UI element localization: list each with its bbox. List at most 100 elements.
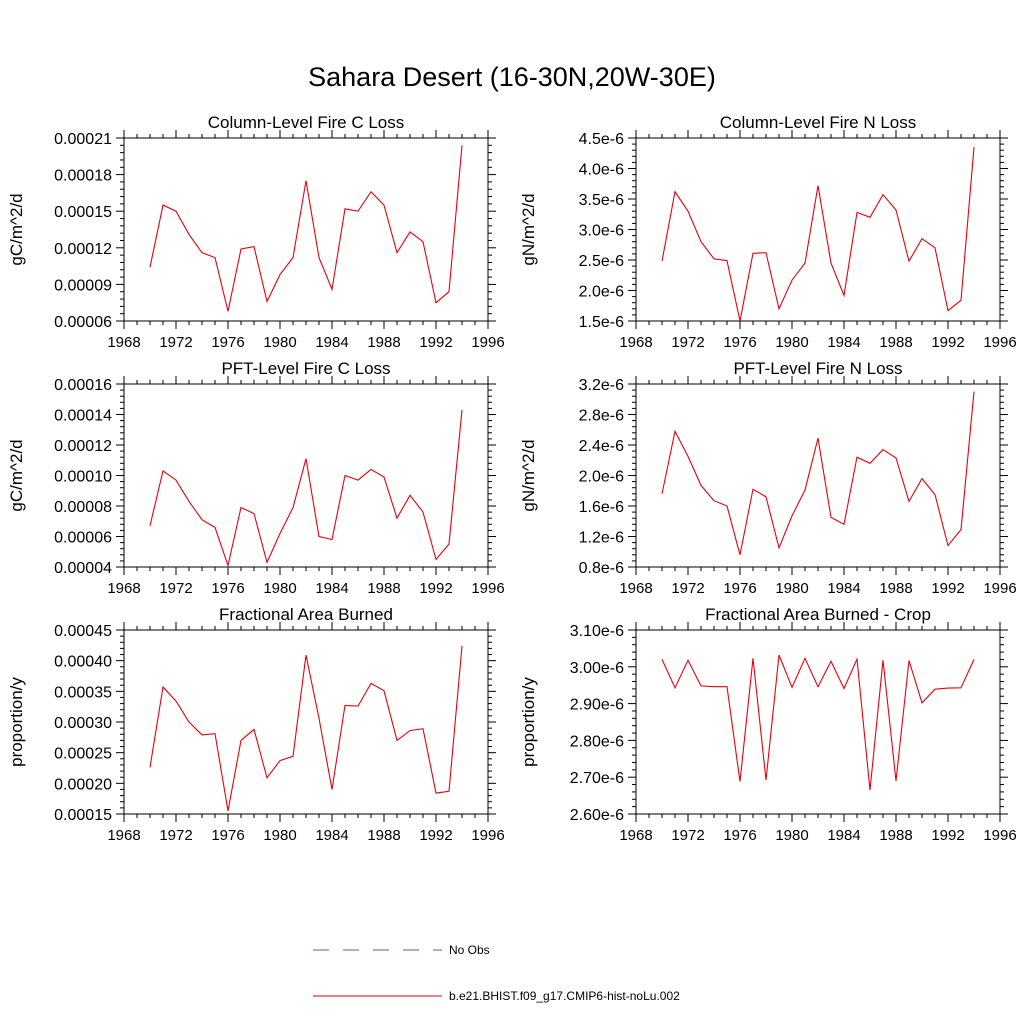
y-axis-label: gC/m^2/d [7, 193, 26, 265]
panel-title: PFT-Level Fire N Loss [733, 359, 902, 378]
y-tick-label: 0.00045 [54, 623, 112, 640]
y-tick-label: 0.00015 [54, 204, 112, 221]
series-line [149, 145, 463, 312]
y-tick-label: 3.0e-6 [579, 223, 624, 240]
panel-1: 1968 1972 1976 1980 1984 1988 1992 1996 0.00006 0… [7, 113, 505, 351]
y-tick-label: 1.6e-6 [579, 499, 624, 516]
x-tick-label: 1972 [671, 334, 704, 351]
panel-title: Column-Level Fire N Loss [720, 113, 917, 132]
x-tick-label: 1968 [619, 580, 652, 597]
x-tick-label: 1988 [367, 580, 400, 597]
x-tick-label: 1996 [471, 827, 504, 844]
x-tick-label: 1980 [263, 827, 296, 844]
x-tick-label: 1968 [107, 580, 140, 597]
panel-4: 1968 1972 1976 1980 1984 1988 1992 1996 0.8e-6 1.… [519, 359, 1017, 597]
y-tick-label: 2.4e-6 [579, 438, 624, 455]
y-tick-label: 0.00018 [54, 168, 112, 185]
legend-obs-label: No Obs [449, 943, 490, 957]
x-tick-label: 1988 [879, 334, 912, 351]
y-tick-label: 0.00012 [54, 438, 112, 455]
panel-5: 1968 1972 1976 1980 1984 1988 1992 1996 0.00015 0… [7, 605, 505, 844]
y-tick-label: 4.5e-6 [579, 131, 624, 148]
series-line [661, 391, 975, 555]
series-line [149, 645, 463, 811]
x-tick-label: 1976 [211, 827, 244, 844]
x-tick-label: 1972 [159, 580, 192, 597]
x-tick-label: 1980 [263, 334, 296, 351]
y-tick-label: 0.8e-6 [579, 560, 624, 577]
figure-title: Sahara Desert (16-30N,20W-30E) [308, 62, 716, 92]
y-tick-label: 0.00006 [54, 530, 112, 547]
panel-title: Column-Level Fire C Loss [208, 113, 405, 132]
x-tick-label: 1996 [471, 334, 504, 351]
x-tick-label: 1984 [315, 827, 348, 844]
x-tick-label: 1984 [827, 334, 860, 351]
y-tick-label: 2.8e-6 [579, 408, 624, 425]
x-tick-label: 1980 [775, 827, 808, 844]
y-tick-label: 2.0e-6 [579, 469, 624, 486]
x-tick-label: 1976 [723, 580, 756, 597]
plot-frame [635, 383, 1001, 568]
plot-frame [123, 383, 489, 568]
y-tick-label: 0.00040 [54, 654, 112, 671]
x-tick-label: 1992 [419, 334, 452, 351]
x-tick-label: 1984 [827, 580, 860, 597]
x-tick-label: 1992 [931, 334, 964, 351]
x-tick-label: 1972 [159, 827, 192, 844]
x-tick-label: 1984 [827, 827, 860, 844]
y-tick-label: 0.00009 [54, 277, 112, 294]
y-axis-label: gN/m^2/d [519, 439, 538, 511]
y-tick-label: 0.00016 [54, 377, 112, 394]
x-tick-label: 1976 [723, 334, 756, 351]
panel-title: Fractional Area Burned - Crop [705, 605, 931, 624]
y-tick-label: 0.00030 [54, 715, 112, 732]
x-tick-label: 1988 [879, 827, 912, 844]
x-tick-label: 1980 [775, 334, 808, 351]
plot-frame [635, 629, 1001, 815]
x-tick-label: 1968 [619, 334, 652, 351]
x-tick-label: 1996 [983, 580, 1016, 597]
x-tick-label: 1972 [671, 827, 704, 844]
panel-2: 1968 1972 1976 1980 1984 1988 1992 1996 1.5e-6 2.… [519, 113, 1017, 351]
series-line [661, 147, 975, 322]
y-tick-label: 0.00035 [54, 684, 112, 701]
x-tick-label: 1988 [367, 827, 400, 844]
x-tick-label: 1976 [211, 334, 244, 351]
y-tick-label: 3.10e-6 [570, 623, 624, 640]
plot-frame [635, 137, 1001, 322]
y-tick-label: 3.2e-6 [579, 377, 624, 394]
y-tick-label: 1.2e-6 [579, 530, 624, 547]
panel-3: 1968 1972 1976 1980 1984 1988 1992 1996 0.00004 0… [7, 359, 505, 597]
x-tick-label: 1992 [931, 580, 964, 597]
y-axis-label: gC/m^2/d [7, 439, 26, 511]
x-tick-label: 1984 [315, 580, 348, 597]
x-tick-label: 1980 [263, 580, 296, 597]
y-axis-label: gN/m^2/d [519, 193, 538, 265]
y-tick-label: 3.5e-6 [579, 192, 624, 209]
y-tick-label: 2.5e-6 [579, 253, 624, 270]
y-tick-label: 0.00008 [54, 499, 112, 516]
panel-title: PFT-Level Fire C Loss [221, 359, 390, 378]
y-axis-label: proportion/y [7, 677, 26, 767]
x-tick-label: 1968 [107, 334, 140, 351]
series-line [149, 409, 463, 568]
series-line [661, 654, 975, 791]
y-tick-label: 0.00014 [54, 408, 112, 425]
panel-title: Fractional Area Burned [219, 605, 393, 624]
y-tick-label: 0.00004 [54, 560, 112, 577]
x-tick-label: 1980 [775, 580, 808, 597]
x-tick-label: 1992 [931, 827, 964, 844]
y-tick-label: 4.0e-6 [579, 162, 624, 179]
y-tick-label: 0.00006 [54, 314, 112, 331]
x-tick-label: 1992 [419, 827, 452, 844]
x-tick-label: 1968 [619, 827, 652, 844]
y-tick-label: 1.5e-6 [579, 314, 624, 331]
x-tick-label: 1976 [723, 827, 756, 844]
x-tick-label: 1988 [879, 580, 912, 597]
y-tick-label: 2.70e-6 [570, 770, 624, 787]
x-tick-label: 1976 [211, 580, 244, 597]
y-tick-label: 2.80e-6 [570, 733, 624, 750]
plot-frame [123, 137, 489, 322]
